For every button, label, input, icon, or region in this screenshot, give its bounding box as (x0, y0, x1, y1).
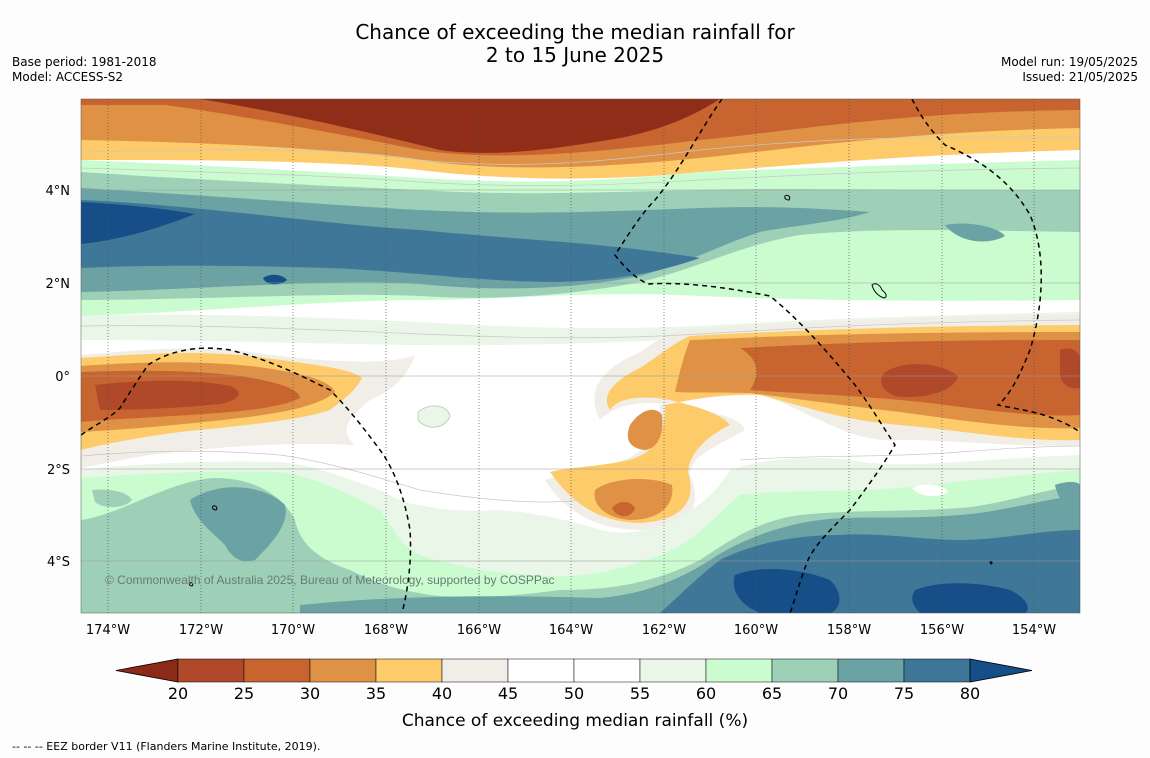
south-wet-patch-east (1055, 481, 1080, 511)
eez-legend-note: -- -- -- EEZ border V11 (Flanders Marine… (12, 740, 321, 753)
east-dry-core-edge (1060, 348, 1080, 389)
x-tick-label: 168°W (364, 623, 408, 638)
colorbar-tick-label: 45 (498, 684, 518, 703)
x-tick-label: 162°W (642, 623, 686, 638)
model-name: Model: ACCESS-S2 (12, 70, 124, 84)
colorbar: 20 25 30 35 40 45 50 55 60 65 70 75 80 (115, 658, 1033, 703)
north-wet-core-west (81, 202, 195, 244)
north-wet-band-75 (81, 200, 700, 282)
colorbar-segment (375, 658, 443, 683)
west-dry-core (95, 380, 239, 410)
south-white-patch (912, 484, 948, 497)
title-line-1: Chance of exceeding the median rainfall … (355, 20, 795, 44)
y-tick-label: 2°N (46, 277, 71, 292)
colorbar-tick-label: 80 (960, 684, 980, 703)
colorbar-tick-label: 70 (828, 684, 848, 703)
contour-line (81, 451, 581, 503)
north-wet-core-spot (263, 274, 287, 285)
map-fields: © Commonwealth of Australia 2025, Bureau… (81, 99, 1080, 613)
colorbar-tick-label: 55 (630, 684, 650, 703)
y-tick-label: 0° (55, 370, 70, 385)
y-axis-labels: 4°N 2°N 0° 2°S 4°S (46, 184, 71, 570)
colorbar-tick-label: 50 (564, 684, 584, 703)
colorbar-segment (177, 658, 245, 683)
south-wet-core-east (912, 583, 1028, 613)
south-wet-core-central (733, 568, 840, 613)
y-tick-label: 4°N (46, 184, 71, 199)
x-tick-label: 158°W (827, 623, 871, 638)
colorbar-segment (705, 658, 773, 683)
equator-green-patch (417, 405, 451, 428)
north-dry-core (200, 99, 720, 153)
x-tick-label: 156°W (920, 623, 964, 638)
y-tick-label: 2°S (47, 463, 70, 478)
colorbar-segment (573, 658, 641, 683)
equatorial-light-band (81, 312, 1080, 346)
contour-line (81, 319, 1080, 339)
contour-line (81, 167, 1080, 186)
colorbar-segment (837, 658, 905, 683)
colorbar-tick-label: 75 (894, 684, 914, 703)
title-line-2: 2 to 15 June 2025 (485, 43, 665, 67)
colorbar-segment (309, 658, 377, 683)
colorbar-extend-high (969, 658, 1033, 683)
colorbar-tick-label: 25 (234, 684, 254, 703)
y-tick-label: 4°S (47, 555, 70, 570)
islands (189, 194, 993, 587)
eez-borders (81, 99, 1080, 613)
east-wet-patch (945, 223, 1005, 242)
south-wet-patch-far-west (92, 489, 132, 508)
x-axis-labels: 174°W 172°W 170°W 168°W 166°W 164°W 162°… (86, 623, 1056, 638)
x-tick-label: 164°W (549, 623, 593, 638)
colorbar-tick-label: 65 (762, 684, 782, 703)
x-tick-label: 170°W (271, 623, 315, 638)
copyright-notice: © Commonwealth of Australia 2025, Bureau… (105, 573, 555, 587)
central-dry-patch (627, 409, 663, 450)
colorbar-segment (639, 658, 707, 683)
colorbar-tick-label: 35 (366, 684, 386, 703)
x-tick-label: 154°W (1012, 623, 1056, 638)
base-period: Base period: 1981-2018 (12, 55, 157, 69)
colorbar-tick-label: 20 (168, 684, 188, 703)
south-dry-core (612, 502, 635, 517)
x-tick-label: 172°W (179, 623, 223, 638)
colorbar-segment (903, 658, 971, 683)
contour-line (81, 136, 1080, 165)
latitude-gridlines (81, 189, 1080, 562)
colorbar-segment (507, 658, 575, 683)
map-frame (80, 98, 1081, 614)
issued-date: Issued: 21/05/2025 (1022, 70, 1138, 84)
east-dry-core (881, 364, 958, 398)
colorbar-tick-label: 60 (696, 684, 716, 703)
colorbar-segment (771, 658, 839, 683)
x-tick-label: 160°W (734, 623, 778, 638)
colorbar-tick-label: 30 (300, 684, 320, 703)
colorbar-extend-low (115, 658, 179, 683)
contour-line (739, 445, 1080, 461)
colorbar-segment (441, 658, 509, 683)
model-run: Model run: 19/05/2025 (1000, 55, 1138, 69)
x-tick-label: 174°W (86, 623, 130, 638)
colorbar-tick-label: 40 (432, 684, 452, 703)
x-tick-label: 166°W (457, 623, 501, 638)
colorbar-segment (243, 658, 311, 683)
colorbar-label: Chance of exceeding median rainfall (%) (401, 711, 749, 731)
